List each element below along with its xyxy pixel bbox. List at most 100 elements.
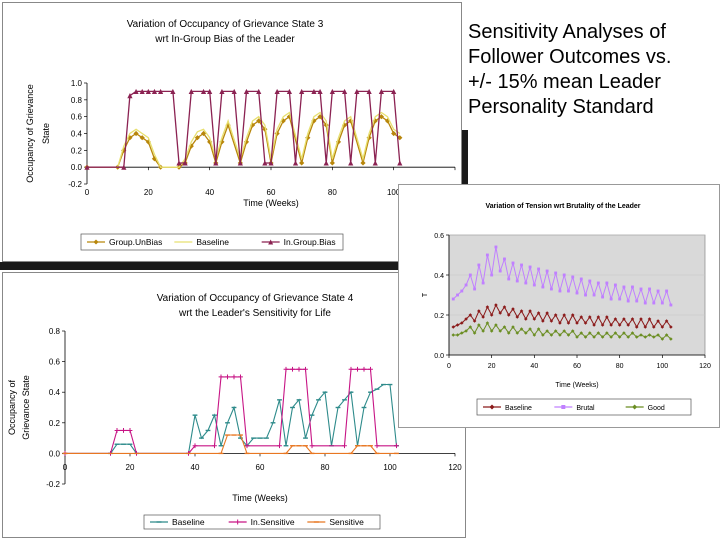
data-point <box>622 331 626 335</box>
data-point <box>283 366 289 372</box>
data-point <box>329 160 335 166</box>
data-point <box>579 277 583 281</box>
data-point <box>309 443 315 449</box>
data-point <box>541 285 545 289</box>
data-point <box>549 333 554 337</box>
data-point <box>643 301 647 305</box>
y-tick-label: -0.2 <box>46 480 60 489</box>
series-line <box>65 368 397 454</box>
series-baseline <box>87 111 401 168</box>
data-point <box>127 428 133 433</box>
data-point <box>394 443 399 449</box>
legend-item: Sensitive <box>307 517 364 527</box>
data-point <box>397 135 403 141</box>
data-point <box>631 285 634 289</box>
y-tick-label: 0.8 <box>71 96 83 105</box>
data-point <box>545 329 549 333</box>
data-point <box>562 273 566 277</box>
y-axis-label: T <box>422 292 429 297</box>
data-point <box>262 160 268 166</box>
data-point <box>524 317 528 321</box>
data-point <box>145 88 151 95</box>
data-point <box>468 273 472 277</box>
legend-box <box>143 514 381 530</box>
data-point <box>571 275 575 279</box>
chart-grievance-state-3: Variation of Occupancy of Grievance Stat… <box>25 19 461 251</box>
data-point <box>545 269 549 273</box>
data-point <box>481 315 485 319</box>
data-point <box>489 404 495 410</box>
data-point <box>238 374 243 380</box>
data-point <box>558 321 562 325</box>
series-in-sensitive <box>62 366 399 456</box>
data-point <box>378 114 384 120</box>
data-point <box>617 323 622 327</box>
data-point <box>303 366 308 372</box>
y-tick-label: 1.0 <box>71 79 83 88</box>
y-tick-label: -0.2 <box>68 180 82 189</box>
data-point <box>664 319 669 323</box>
legend-item: Brutal <box>554 405 595 412</box>
data-point <box>515 279 519 283</box>
y-tick-label: 0.4 <box>434 273 444 280</box>
x-tick-label: 80 <box>321 463 330 472</box>
data-point <box>329 88 335 95</box>
data-point <box>451 333 456 337</box>
x-tick-label: 40 <box>205 188 214 197</box>
data-point <box>139 135 145 141</box>
data-point <box>575 291 579 295</box>
x-axis-label: Time (Weeks) <box>232 493 288 503</box>
data-point <box>311 88 317 95</box>
data-point <box>541 319 545 323</box>
x-axis-label: Time (Weeks) <box>555 382 598 389</box>
data-point <box>372 160 378 166</box>
data-point <box>290 366 295 372</box>
y-tick-label: 0.0 <box>49 449 61 458</box>
data-point <box>477 309 481 313</box>
data-point <box>490 273 494 277</box>
data-point <box>553 329 558 333</box>
data-point <box>635 299 639 303</box>
data-point <box>477 263 481 267</box>
legend-label: Baseline <box>172 517 205 527</box>
data-point <box>554 271 558 275</box>
data-point <box>626 323 630 327</box>
x-tick-label: 100 <box>387 188 401 197</box>
series-good <box>451 321 673 341</box>
data-point <box>391 88 397 95</box>
headline-line: +/- 15% mean Leader <box>468 71 661 93</box>
y-axis-label: State <box>41 123 51 144</box>
data-point <box>532 317 537 321</box>
data-point <box>545 311 549 315</box>
legend-box <box>80 233 344 251</box>
data-point <box>299 160 305 166</box>
x-tick-label: 20 <box>144 188 153 197</box>
data-point <box>323 160 329 166</box>
data-point <box>477 323 481 327</box>
data-point <box>368 366 373 372</box>
data-point <box>397 160 403 166</box>
legend-item: Baseline <box>150 517 205 527</box>
data-point <box>317 88 323 95</box>
y-tick-label: 0.0 <box>71 163 83 172</box>
legend-label: In.Sensitive <box>251 517 295 527</box>
data-point <box>601 295 605 299</box>
data-point <box>643 325 648 329</box>
y-tick-label: 0.2 <box>434 313 444 320</box>
divider-bar <box>0 262 398 270</box>
data-point <box>656 289 660 293</box>
data-point <box>652 325 656 329</box>
data-point <box>455 333 460 337</box>
y-axis-label: Occupancy of <box>7 379 17 435</box>
data-point <box>262 126 268 132</box>
chart-title: Variation of Tension wrt Brutality of th… <box>485 203 640 210</box>
data-point <box>133 130 139 137</box>
y-tick-label: 0.4 <box>71 130 83 139</box>
data-point <box>494 245 498 249</box>
data-point <box>515 331 520 335</box>
legend-item: Baseline <box>174 237 229 247</box>
data-point <box>562 313 566 317</box>
data-point <box>549 319 554 323</box>
data-point <box>139 88 145 95</box>
data-point <box>93 239 99 245</box>
